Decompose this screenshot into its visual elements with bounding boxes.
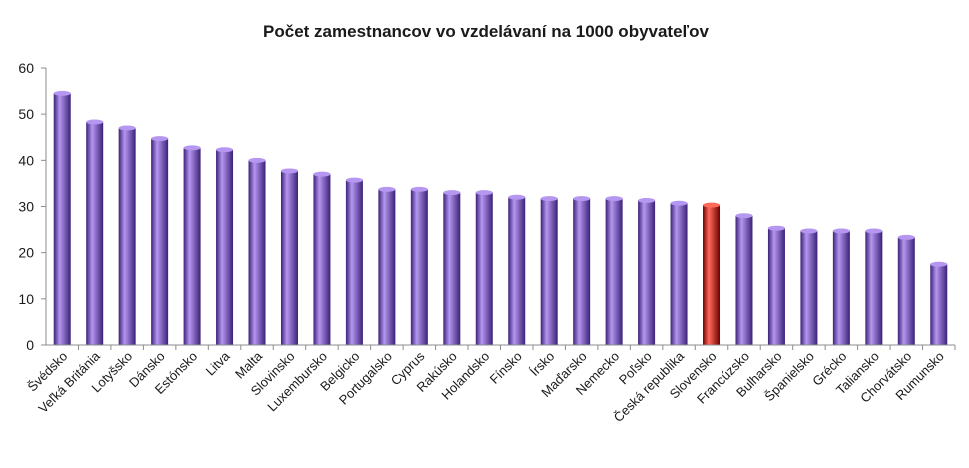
- bar: [767, 228, 785, 345]
- bar-top-cap: [313, 171, 331, 177]
- y-tick-label: 20: [18, 245, 34, 261]
- bar-top-cap: [605, 196, 623, 202]
- bar: [865, 230, 883, 345]
- bar: [151, 138, 169, 345]
- bars: [53, 90, 948, 346]
- chart-title: Počet zamestnancov vo vzdelávaní na 1000…: [263, 22, 709, 41]
- bar: [605, 198, 623, 345]
- bar-top-cap: [53, 90, 71, 96]
- bar: [313, 174, 331, 345]
- bar-top-cap: [865, 228, 883, 234]
- bar: [670, 203, 688, 345]
- bar-top-cap: [930, 261, 948, 267]
- bar-top-cap: [832, 228, 850, 234]
- bar: [216, 149, 234, 345]
- bar-top-cap: [151, 136, 169, 142]
- bar-top-cap: [443, 190, 461, 196]
- x-tick-label: Fínsko: [487, 349, 525, 387]
- bar-top-cap: [280, 168, 298, 174]
- bar: [53, 93, 71, 346]
- y-tick-label: 40: [18, 152, 34, 168]
- bar-top-cap: [410, 186, 428, 192]
- bar: [378, 189, 396, 345]
- bar: [183, 147, 201, 345]
- bar-top-cap: [475, 190, 493, 196]
- bar-top-cap: [573, 196, 591, 202]
- bar-top-cap: [86, 119, 104, 125]
- bar-top-cap: [183, 145, 201, 151]
- y-tick-label: 50: [18, 106, 34, 122]
- bar-top-cap: [540, 196, 558, 202]
- x-tick-label: Litva: [203, 348, 234, 379]
- bar: [573, 198, 591, 345]
- bar-top-cap: [800, 228, 818, 234]
- bar: [345, 180, 363, 345]
- y-tick-label: 10: [18, 291, 34, 307]
- bar: [638, 200, 656, 345]
- y-axis: 0 10 20 30 40 50 60: [18, 60, 47, 353]
- bar: [800, 230, 818, 345]
- bar-top-cap: [508, 194, 526, 200]
- y-tick-label: 0: [26, 337, 34, 353]
- bar: [735, 215, 753, 345]
- bar-top-cap: [767, 225, 785, 231]
- bar: [475, 192, 493, 345]
- bar: [118, 128, 136, 345]
- bar: [540, 198, 558, 345]
- bar-top-cap: [216, 147, 234, 153]
- bar-top-cap: [638, 197, 656, 203]
- bar-top-cap: [378, 186, 396, 192]
- bar-top-cap: [248, 157, 266, 163]
- bar-top-cap: [345, 177, 363, 183]
- bar: [280, 170, 298, 345]
- bar: [248, 160, 266, 345]
- y-tick-label: 60: [18, 60, 34, 76]
- bar: [508, 197, 526, 345]
- bar-top-cap: [703, 202, 721, 208]
- bar: [930, 264, 948, 345]
- bar: [832, 230, 850, 345]
- bar-highlighted: [703, 205, 721, 345]
- bar: [897, 237, 915, 345]
- bar-top-cap: [735, 213, 753, 219]
- bar: [443, 192, 461, 345]
- bar: [410, 189, 428, 345]
- y-tick-label: 30: [18, 199, 34, 215]
- bar-top-cap: [118, 125, 136, 131]
- bar: [86, 122, 104, 345]
- bar-top-cap: [897, 234, 915, 240]
- bar-top-cap: [670, 200, 688, 206]
